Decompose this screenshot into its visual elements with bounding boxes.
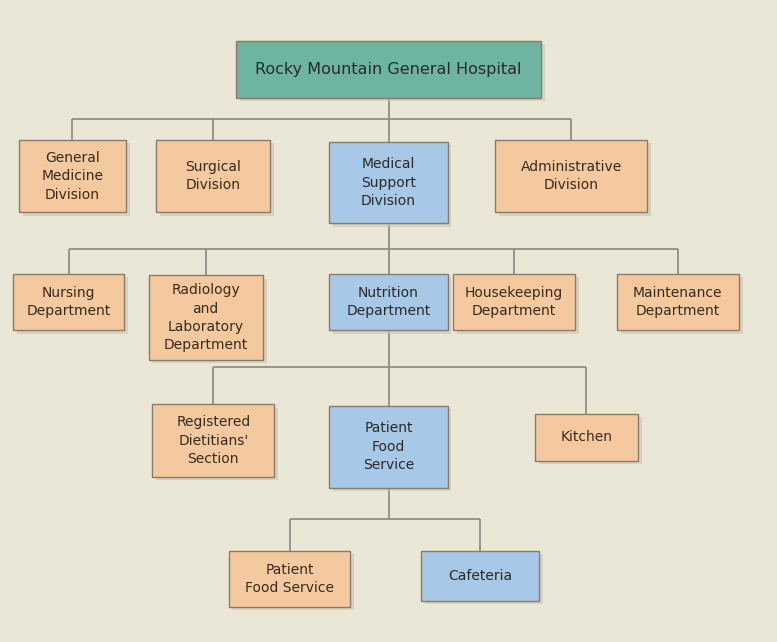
FancyBboxPatch shape <box>329 273 448 331</box>
Text: Radiology
and
Laboratory
Department: Radiology and Laboratory Department <box>164 283 248 352</box>
Text: Rocky Mountain General Hospital: Rocky Mountain General Hospital <box>256 62 521 77</box>
Text: Medical
Support
Division: Medical Support Division <box>361 157 416 208</box>
FancyBboxPatch shape <box>19 140 126 213</box>
FancyBboxPatch shape <box>329 406 448 488</box>
FancyBboxPatch shape <box>539 417 642 464</box>
Text: Maintenance
Department: Maintenance Department <box>633 286 723 318</box>
FancyBboxPatch shape <box>421 551 539 601</box>
Text: Kitchen: Kitchen <box>560 430 612 444</box>
FancyBboxPatch shape <box>232 554 354 611</box>
FancyBboxPatch shape <box>617 273 739 331</box>
FancyBboxPatch shape <box>535 414 638 461</box>
FancyBboxPatch shape <box>333 145 451 227</box>
FancyBboxPatch shape <box>228 551 350 607</box>
Text: Nutrition
Department: Nutrition Department <box>347 286 430 318</box>
Text: Nursing
Department: Nursing Department <box>26 286 111 318</box>
Text: Housekeeping
Department: Housekeeping Department <box>465 286 563 318</box>
Text: Patient
Food
Service: Patient Food Service <box>363 421 414 473</box>
FancyBboxPatch shape <box>156 408 278 480</box>
FancyBboxPatch shape <box>499 143 651 216</box>
FancyBboxPatch shape <box>329 142 448 223</box>
Text: General
Medicine
Division: General Medicine Division <box>41 151 103 202</box>
FancyBboxPatch shape <box>156 140 270 213</box>
FancyBboxPatch shape <box>425 554 542 604</box>
FancyBboxPatch shape <box>240 44 545 101</box>
Text: Cafeteria: Cafeteria <box>448 569 512 583</box>
FancyBboxPatch shape <box>333 409 451 491</box>
FancyBboxPatch shape <box>621 277 743 334</box>
FancyBboxPatch shape <box>23 143 130 216</box>
FancyBboxPatch shape <box>13 273 124 331</box>
Text: Surgical
Division: Surgical Division <box>186 160 242 193</box>
Text: Patient
Food Service: Patient Food Service <box>245 563 334 595</box>
FancyBboxPatch shape <box>160 143 274 216</box>
Text: Administrative
Division: Administrative Division <box>521 160 622 193</box>
FancyBboxPatch shape <box>333 277 451 334</box>
FancyBboxPatch shape <box>152 404 274 477</box>
FancyBboxPatch shape <box>148 275 263 360</box>
FancyBboxPatch shape <box>453 273 575 331</box>
FancyBboxPatch shape <box>17 277 127 334</box>
FancyBboxPatch shape <box>236 41 541 98</box>
FancyBboxPatch shape <box>152 279 267 363</box>
FancyBboxPatch shape <box>457 277 579 334</box>
Text: Registered
Dietitians'
Section: Registered Dietitians' Section <box>176 415 250 466</box>
FancyBboxPatch shape <box>495 140 647 213</box>
